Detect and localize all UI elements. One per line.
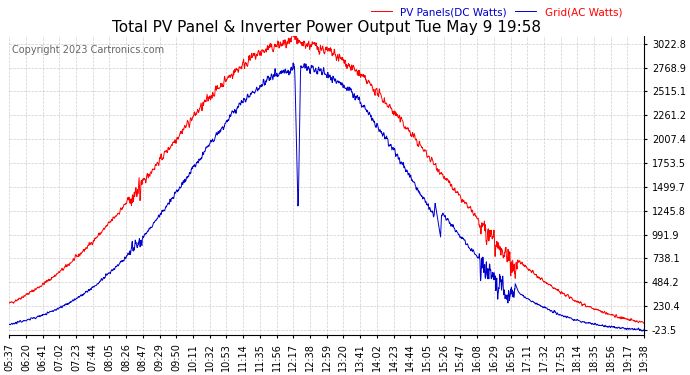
Grid(AC Watts) bbox=[622, 326, 630, 330]
Grid(AC Watts) bbox=[297, 64, 306, 68]
Grid(AC Watts) bbox=[37, 313, 46, 318]
Grid(AC Watts) bbox=[640, 327, 649, 332]
PV Panels(DC Watts) bbox=[640, 321, 649, 326]
Grid(AC Watts) bbox=[505, 298, 513, 303]
PV Panels(DC Watts) bbox=[505, 254, 513, 258]
Line: Grid(AC Watts): Grid(AC Watts) bbox=[9, 63, 644, 331]
Grid(AC Watts) bbox=[314, 66, 322, 71]
Line: PV Panels(DC Watts): PV Panels(DC Watts) bbox=[9, 32, 644, 324]
PV Panels(DC Watts) bbox=[640, 321, 648, 326]
Grid(AC Watts) bbox=[638, 329, 646, 333]
Grid(AC Watts) bbox=[5, 322, 13, 327]
PV Panels(DC Watts) bbox=[37, 284, 46, 288]
Legend: PV Panels(DC Watts), Grid(AC Watts): PV Panels(DC Watts), Grid(AC Watts) bbox=[367, 3, 627, 21]
PV Panels(DC Watts) bbox=[314, 45, 322, 50]
PV Panels(DC Watts) bbox=[622, 317, 630, 321]
Grid(AC Watts) bbox=[289, 61, 297, 65]
PV Panels(DC Watts) bbox=[5, 301, 13, 305]
Grid(AC Watts) bbox=[622, 327, 630, 332]
PV Panels(DC Watts) bbox=[622, 316, 630, 321]
PV Panels(DC Watts) bbox=[297, 41, 306, 45]
Text: Copyright 2023 Cartronics.com: Copyright 2023 Cartronics.com bbox=[12, 45, 164, 56]
PV Panels(DC Watts) bbox=[288, 30, 297, 34]
Title: Total PV Panel & Inverter Power Output Tue May 9 19:58: Total PV Panel & Inverter Power Output T… bbox=[112, 20, 541, 35]
